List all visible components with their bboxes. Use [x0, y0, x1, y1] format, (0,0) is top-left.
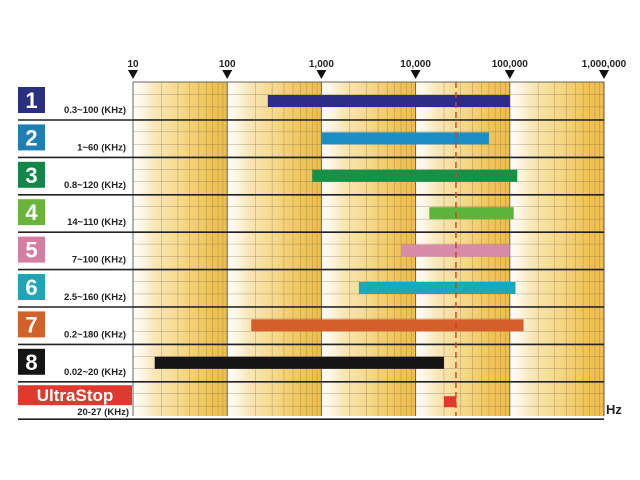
range-bar [312, 169, 518, 182]
x-axis: 10 100 1,000 10,000 100,000 1,000,000 [127, 59, 627, 79]
row-badge-label: 7 [25, 312, 37, 337]
x-tick-label: 10,000 [400, 59, 431, 70]
row-badge-label: 2 [25, 125, 37, 150]
row-badge-label: 6 [25, 275, 37, 300]
decade-band-highlight [509, 82, 531, 416]
range-bar [443, 396, 457, 408]
row-badge-label: UltraStop [37, 386, 114, 405]
decade-band-highlight [227, 82, 248, 416]
row-badge [18, 161, 45, 188]
range-bar [321, 132, 489, 145]
x-tick-label: 10 [127, 59, 139, 70]
x-tick-marker [128, 70, 138, 79]
x-tick-marker [504, 70, 515, 79]
row-range-label: 2.5~160 (KHz) [64, 292, 126, 303]
row-range-label: 0.2~180 (KHz) [64, 329, 126, 340]
row-badge-label: 4 [25, 200, 38, 225]
x-tick-marker [316, 70, 327, 79]
row-range-label: 0.02~20 (KHz) [64, 367, 126, 378]
x-unit-label: Hz [606, 402, 622, 417]
decade-band-highlight [133, 82, 154, 416]
row-badge [18, 124, 45, 151]
row-badge [18, 311, 45, 338]
row-badge-label: 1 [25, 88, 37, 113]
row-range-label: 7~100 (KHz) [72, 255, 126, 266]
range-bar [429, 207, 514, 220]
row-labels: 1 0.3~100 (KHz) 2 1~60 (KHz) 3 0.8~120 (KHz) 4… [18, 87, 604, 421]
row-badge-label: 3 [25, 163, 37, 188]
row-badge [18, 348, 45, 375]
x-tick-label: 100 [219, 59, 236, 70]
x-tick-label: 100,000 [492, 59, 529, 70]
row-badge [18, 274, 45, 300]
x-tick-label: 1,000 [309, 59, 334, 70]
x-tick-label: 1,000,000 [582, 59, 627, 70]
range-bar [358, 282, 516, 294]
x-tick-marker [599, 70, 609, 79]
row-badge [18, 87, 45, 113]
x-tick-marker [222, 70, 233, 79]
row-range-label: 14~110 (KHz) [67, 217, 126, 228]
row-range-label: 1~60 (KHz) [77, 142, 126, 153]
decade-band-highlight [321, 82, 343, 416]
range-bar [154, 356, 444, 369]
row-badge-label: 5 [25, 238, 37, 263]
row-range-label: 0.3~100 (KHz) [64, 105, 126, 116]
row-range-label: 0.8~120 (KHz) [64, 180, 126, 191]
row-range-label: 20-27 (KHz) [77, 407, 129, 418]
x-tick-marker [410, 70, 421, 79]
range-bar [251, 319, 524, 332]
range-bar [267, 95, 510, 107]
range-bar [401, 244, 510, 257]
row-badge-label: 8 [25, 350, 37, 375]
row-badge [18, 385, 132, 406]
row-badge [18, 199, 45, 226]
row-badge [18, 236, 45, 263]
